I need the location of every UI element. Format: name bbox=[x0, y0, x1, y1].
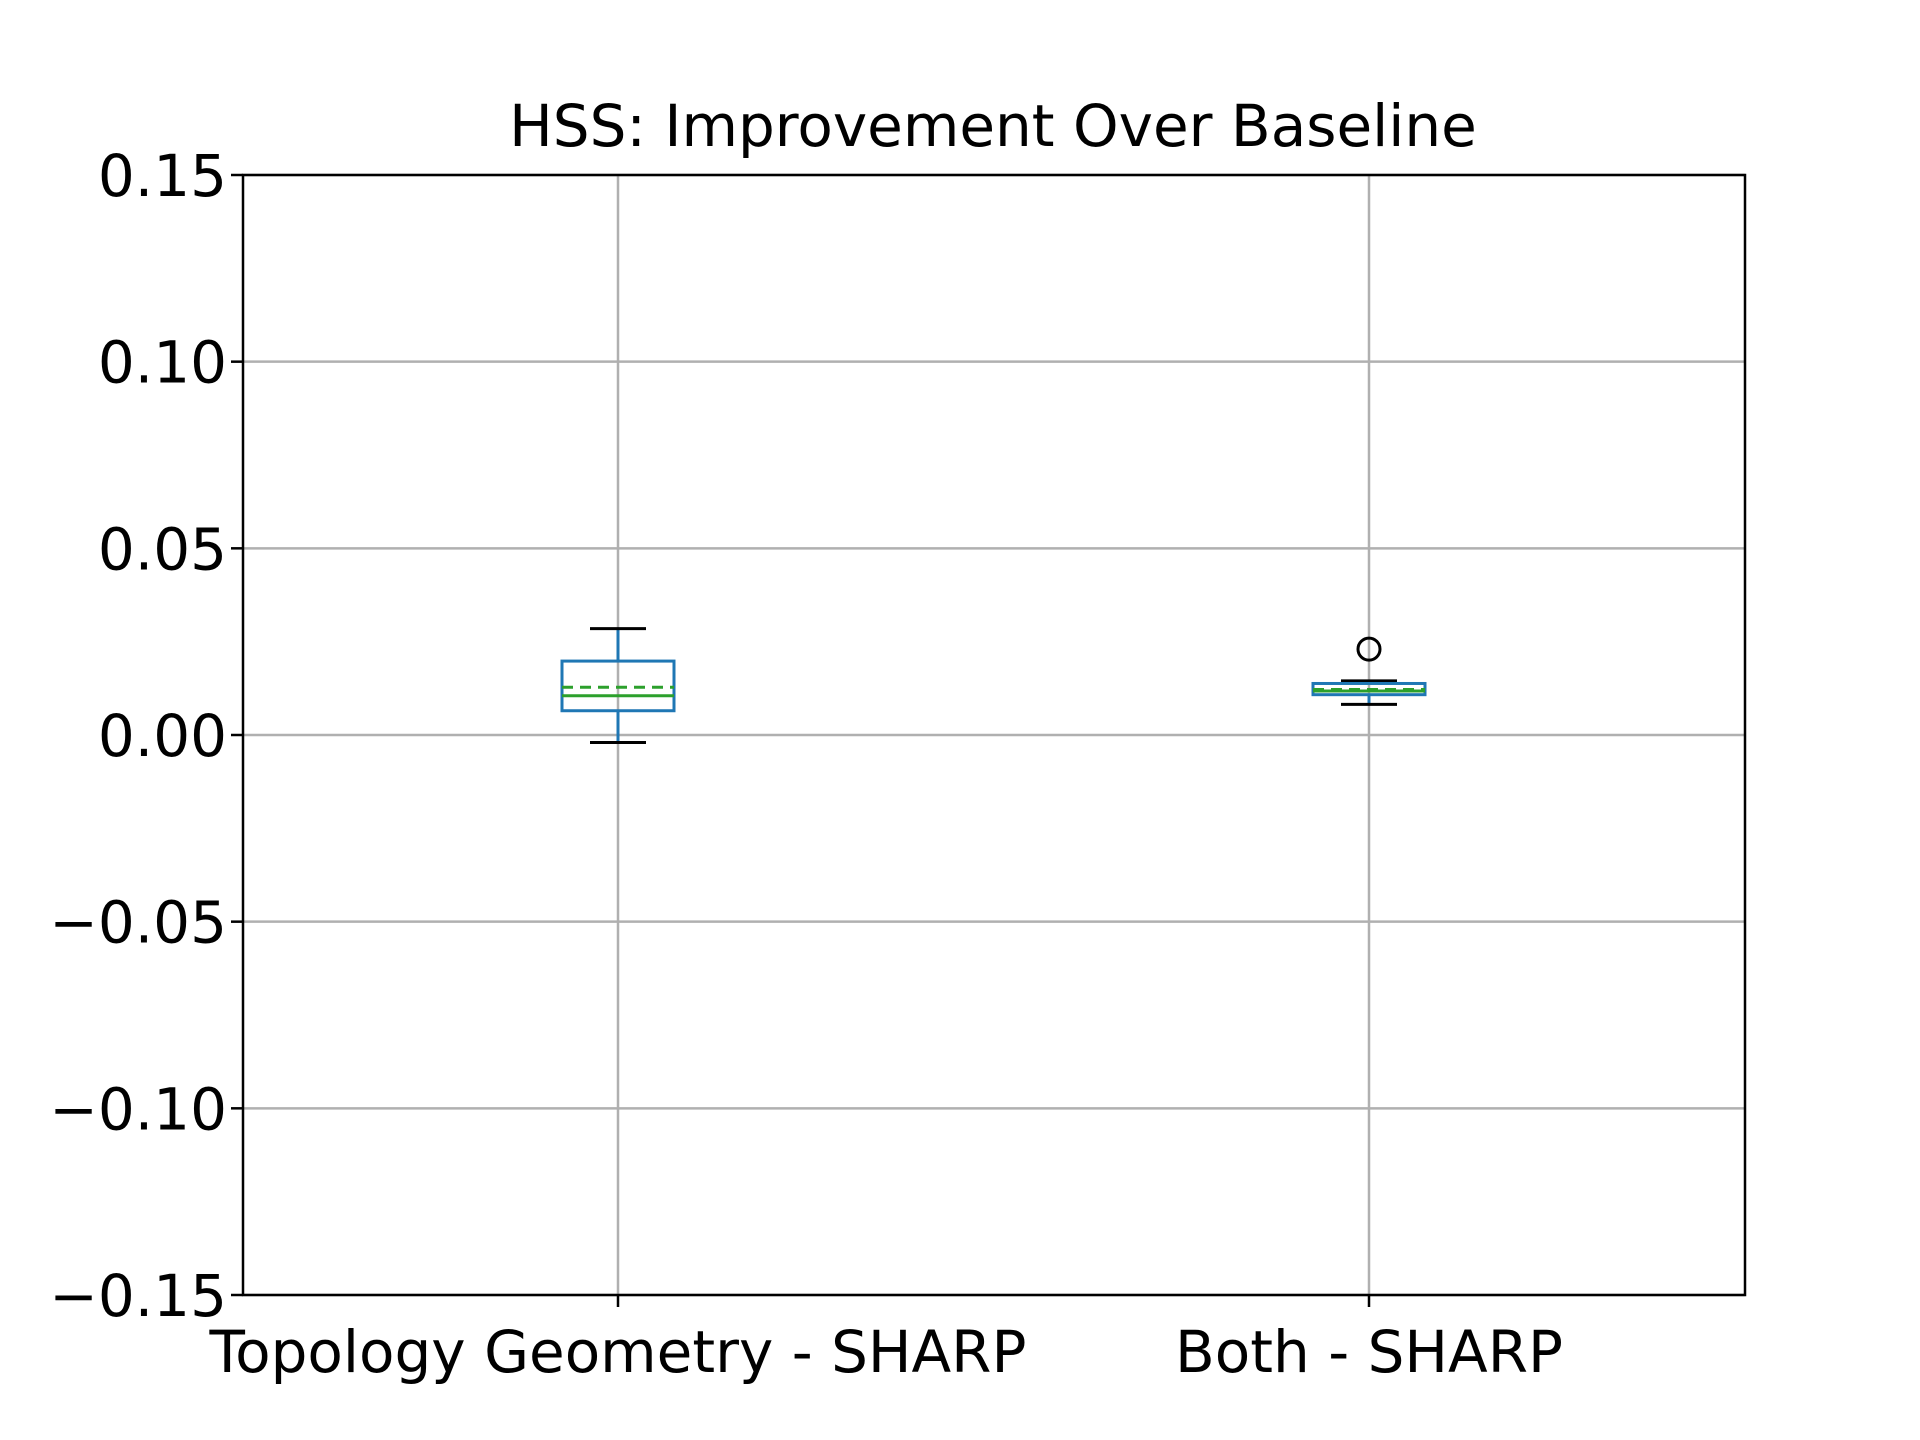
boxes bbox=[560, 627, 1427, 744]
chart-title: HSS: Improvement Over Baseline bbox=[509, 92, 1477, 160]
box-1 bbox=[560, 627, 676, 744]
x-tick-label: Topology Geometry - SHARP bbox=[209, 1318, 1027, 1386]
y-tick-label: 0.05 bbox=[98, 515, 227, 583]
y-tick-label: −0.15 bbox=[49, 1262, 227, 1330]
y-tick-label: −0.10 bbox=[49, 1075, 227, 1143]
axes: −0.15 −0.10 −0.05 0.00 0.05 0.10 0.15 Topology … bbox=[49, 142, 1563, 1386]
x-tick-label: Both - SHARP bbox=[1175, 1318, 1563, 1386]
box-2 bbox=[1311, 636, 1427, 706]
outlier-point bbox=[1356, 636, 1382, 662]
y-tick-label: 0.00 bbox=[98, 702, 227, 770]
grid-lines bbox=[243, 173, 1745, 1297]
y-tick-label: 0.10 bbox=[98, 329, 227, 397]
y-tick-label: 0.15 bbox=[98, 142, 227, 210]
y-tick-label: −0.05 bbox=[49, 889, 227, 957]
plot-frame bbox=[241, 173, 1747, 1297]
